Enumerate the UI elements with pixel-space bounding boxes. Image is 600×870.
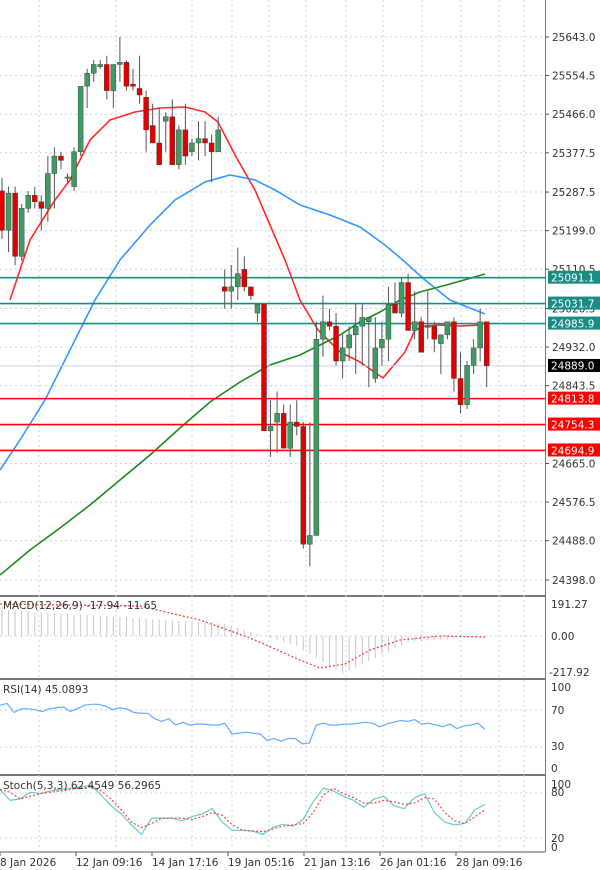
svg-text:24985.9: 24985.9 — [551, 319, 594, 331]
svg-text:25377.5: 25377.5 — [552, 148, 595, 160]
stoch-axis: 100 80 20 0 — [551, 779, 571, 854]
svg-text:28 Jan 09:16: 28 Jan 09:16 — [456, 857, 523, 869]
rsi-title: RSI(14) 45.0893 — [3, 684, 88, 696]
svg-text:25466.0: 25466.0 — [552, 109, 595, 121]
current-price-tag: 24889.0 — [548, 359, 600, 373]
svg-text:24813.8: 24813.8 — [551, 394, 594, 406]
svg-text:24694.9: 24694.9 — [551, 445, 594, 457]
svg-text:0: 0 — [551, 763, 558, 775]
svg-text:24932.0: 24932.0 — [552, 342, 595, 354]
svg-text:100: 100 — [551, 779, 571, 791]
svg-text:24488.0: 24488.0 — [552, 536, 595, 548]
candlestick-series — [0, 37, 490, 566]
svg-text:8 Jan 2026: 8 Jan 2026 — [0, 857, 57, 869]
svg-text:20: 20 — [551, 833, 564, 845]
svg-text:25199.0: 25199.0 — [552, 226, 595, 238]
svg-text:70: 70 — [551, 705, 564, 717]
svg-text:30: 30 — [551, 741, 564, 753]
svg-text:26 Jan 01:16: 26 Jan 01:16 — [380, 857, 447, 869]
stochastic-panel — [0, 784, 486, 836]
stoch-title: Stoch(5,3,3) 62.4549 56.2965 — [3, 780, 161, 792]
panel-frames — [0, 0, 546, 853]
svg-text:25287.5: 25287.5 — [552, 187, 595, 199]
svg-text:24398.0: 24398.0 — [552, 575, 595, 587]
chart-grid — [0, 0, 545, 852]
svg-text:21 Jan 13:16: 21 Jan 13:16 — [304, 857, 371, 869]
svg-text:12 Jan 09:16: 12 Jan 09:16 — [76, 857, 143, 869]
svg-text:-217.92: -217.92 — [549, 667, 590, 679]
svg-text:191.27: 191.27 — [551, 599, 588, 611]
svg-text:24843.5: 24843.5 — [552, 381, 595, 393]
macd-panel — [0, 603, 486, 674]
svg-text:100: 100 — [551, 682, 571, 694]
svg-text:25554.5: 25554.5 — [552, 71, 595, 83]
svg-text:24576.5: 24576.5 — [552, 497, 595, 509]
svg-text:80: 80 — [551, 787, 564, 799]
svg-text:0: 0 — [551, 842, 558, 854]
svg-text:25031.7: 25031.7 — [551, 299, 594, 311]
time-axis: 8 Jan 2026 12 Jan 09:16 14 Jan 17:16 19 Jan… — [0, 852, 523, 869]
svg-text:14 Jan 17:16: 14 Jan 17:16 — [152, 857, 219, 869]
svg-text:25091.1: 25091.1 — [551, 273, 594, 285]
svg-text:19 Jan 05:16: 19 Jan 05:16 — [228, 857, 295, 869]
svg-text:24754.3: 24754.3 — [551, 420, 594, 432]
svg-text:0.00: 0.00 — [551, 631, 574, 643]
macd-axis: 191.27 0.00 -217.92 — [549, 599, 590, 679]
rsi-panel — [0, 702, 486, 745]
macd-title: MACD(12,26,9) -17.94 -11.65 — [3, 600, 157, 612]
level-price-tags: 25091.1 25031.7 24985.9 24813.8 24754.3 24694… — [548, 270, 600, 457]
svg-text:24889.0: 24889.0 — [551, 361, 594, 373]
svg-text:25643.0: 25643.0 — [552, 32, 595, 44]
svg-text:24665.0: 24665.0 — [552, 459, 595, 471]
rsi-axis: 100 70 30 0 — [551, 682, 571, 775]
